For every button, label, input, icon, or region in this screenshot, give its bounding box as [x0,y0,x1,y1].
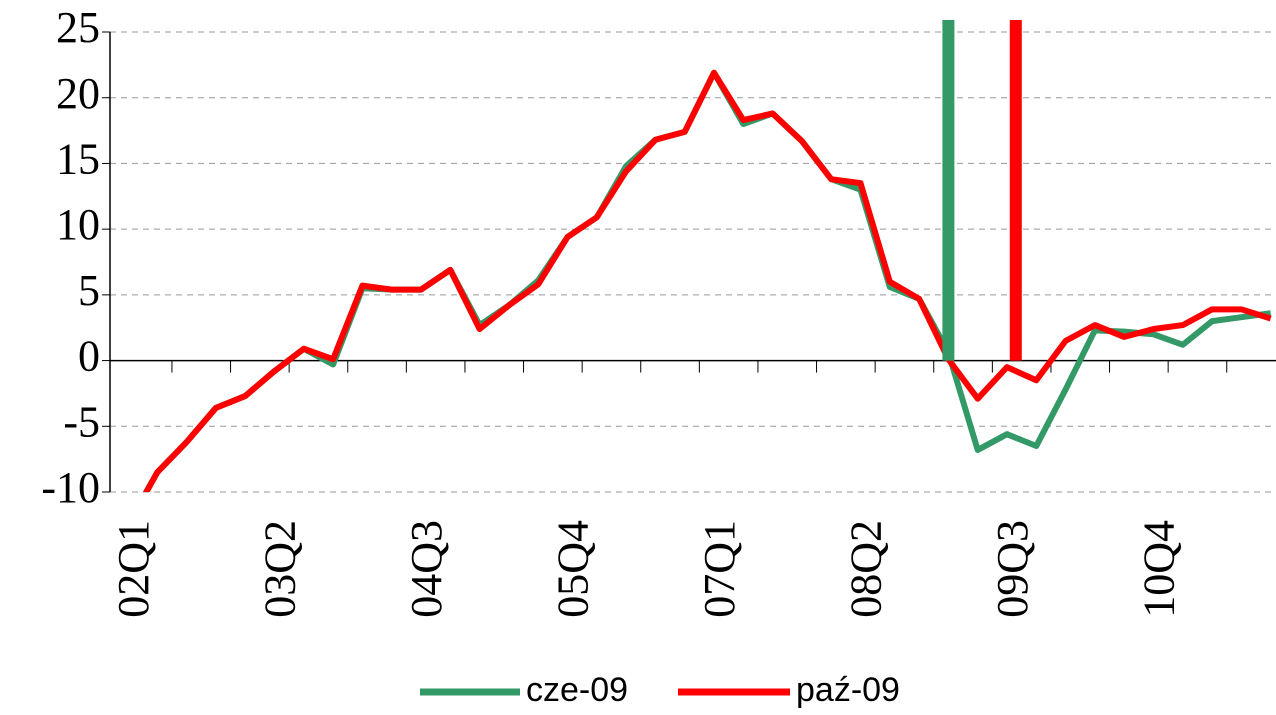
x-tick-label: 03Q2 [256,520,305,618]
x-tick-label: 05Q4 [549,520,598,618]
y-tick-label: -5 [63,397,100,446]
y-tick-label: 10 [56,200,100,249]
legend-label: cze-09 [526,671,628,709]
plot-area [142,69,1272,492]
x-tick-label: 02Q1 [109,520,158,618]
y-tick-label: -10 [41,463,100,512]
x-tick-label: 08Q2 [842,520,891,618]
axes: -10 -5 0 5 10 15 20 25 02Q1 03Q2 04Q3 05Q4 07Q1 08Q2 0… [41,3,1276,618]
line-series [142,69,1272,492]
x-tick-label: 09Q3 [988,520,1037,618]
legend-label: paź-09 [796,671,900,709]
x-tick-label: 07Q1 [695,520,744,618]
y-tick-label: 0 [78,332,100,381]
y-tick-label: 15 [56,135,100,184]
line-series [142,69,1272,492]
x-tick-label: 04Q3 [402,520,451,618]
y-tick-label: 20 [56,69,100,118]
y-tick-label: 25 [56,3,100,52]
legend: cze-09 paź-09 [420,671,900,709]
markers [942,20,1022,361]
y-tick-label: 5 [78,266,100,315]
grid [110,31,1276,493]
x-tick-label: 10Q4 [1135,520,1184,618]
